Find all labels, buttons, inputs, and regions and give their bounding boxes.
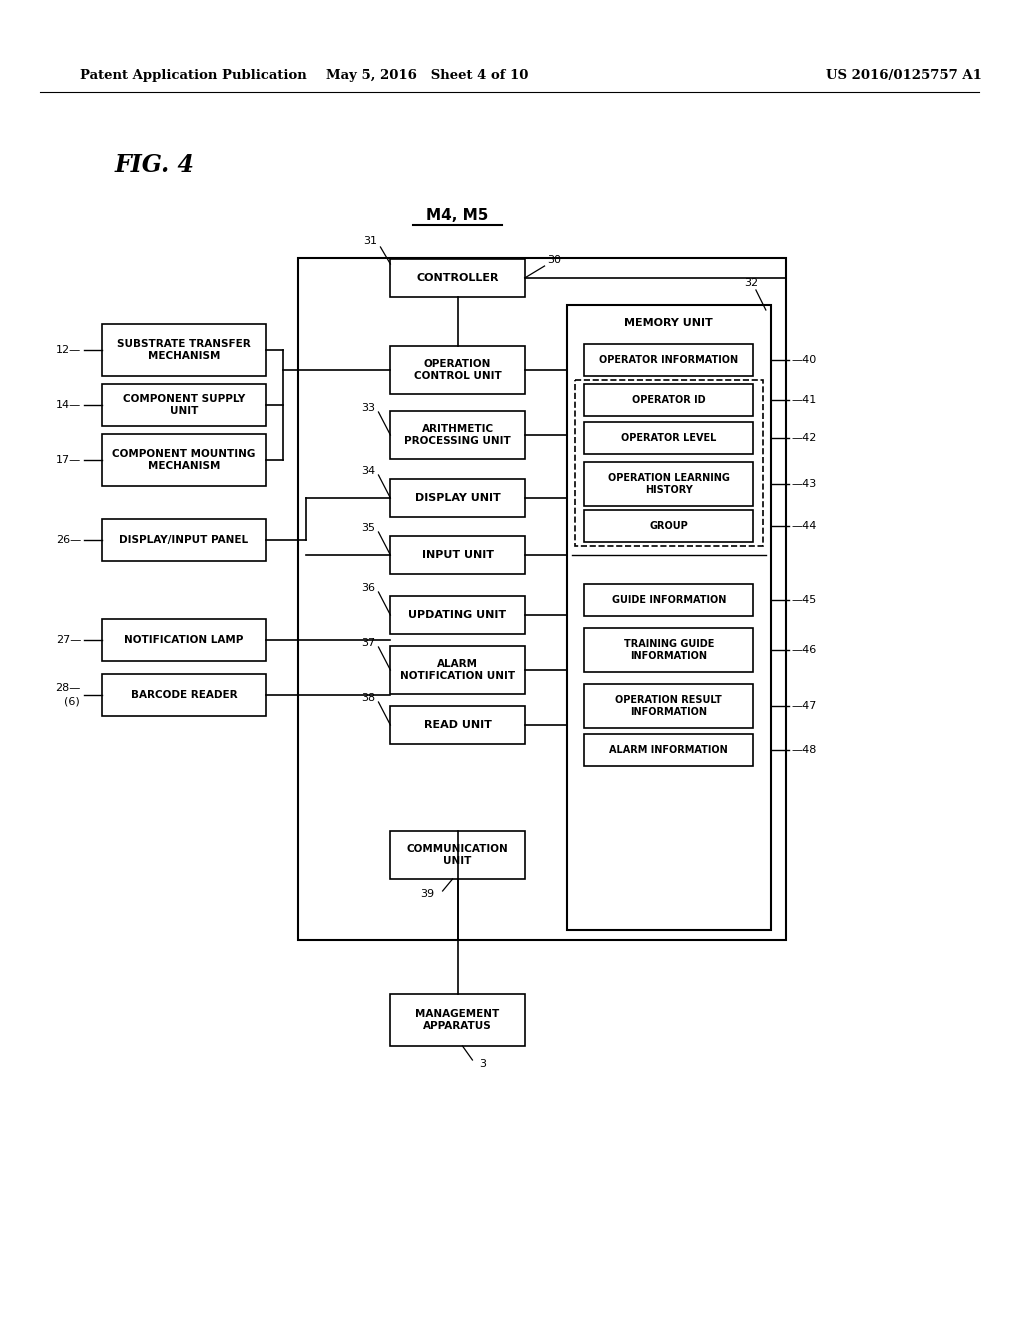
Text: —47: —47	[792, 701, 817, 711]
Bar	[585, 628, 754, 672]
Text: 33: 33	[361, 403, 376, 413]
Text: (6): (6)	[65, 697, 80, 708]
Text: DISPLAY UNIT: DISPLAY UNIT	[415, 492, 501, 503]
Text: MEMORY UNIT: MEMORY UNIT	[625, 318, 714, 327]
Text: —42: —42	[792, 433, 817, 444]
Bar	[390, 536, 524, 574]
Text: 12—: 12—	[56, 345, 81, 355]
Bar	[585, 345, 754, 376]
Bar	[585, 684, 754, 729]
Text: NOTIFICATION LAMP: NOTIFICATION LAMP	[124, 635, 244, 645]
Text: COMPONENT MOUNTING
MECHANISM: COMPONENT MOUNTING MECHANISM	[113, 449, 256, 471]
Text: 3: 3	[479, 1059, 485, 1069]
Text: May 5, 2016   Sheet 4 of 10: May 5, 2016 Sheet 4 of 10	[327, 69, 528, 82]
Text: OPERATOR LEVEL: OPERATOR LEVEL	[622, 433, 717, 444]
Text: 28—: 28—	[54, 682, 80, 693]
Text: M4, M5: M4, M5	[426, 207, 488, 223]
Bar	[102, 323, 266, 376]
Text: MANAGEMENT
APPARATUS: MANAGEMENT APPARATUS	[416, 1010, 500, 1031]
Bar	[390, 259, 524, 297]
Bar	[102, 675, 266, 715]
Text: OPERATOR ID: OPERATOR ID	[632, 395, 706, 405]
Text: ARITHMETIC
PROCESSING UNIT: ARITHMETIC PROCESSING UNIT	[404, 424, 511, 446]
Bar	[102, 619, 266, 661]
Text: 32: 32	[743, 279, 758, 288]
Bar	[390, 706, 524, 744]
Text: 14—: 14—	[56, 400, 81, 411]
Text: READ UNIT: READ UNIT	[424, 719, 492, 730]
Bar	[390, 346, 524, 393]
Text: 39: 39	[421, 888, 435, 899]
Text: Patent Application Publication: Patent Application Publication	[80, 69, 306, 82]
Bar	[298, 257, 785, 940]
Text: OPERATION
CONTROL UNIT: OPERATION CONTROL UNIT	[414, 359, 502, 380]
Text: GROUP: GROUP	[649, 521, 688, 531]
Bar	[390, 479, 524, 517]
Text: CONTROLLER: CONTROLLER	[417, 273, 499, 282]
Text: OPERATOR INFORMATION: OPERATOR INFORMATION	[599, 355, 738, 366]
Text: 35: 35	[361, 523, 376, 533]
Text: —41: —41	[792, 395, 817, 405]
Text: 31: 31	[364, 236, 378, 246]
Text: SUBSTRATE TRANSFER
MECHANISM: SUBSTRATE TRANSFER MECHANISM	[117, 339, 251, 360]
Text: ALARM
NOTIFICATION UNIT: ALARM NOTIFICATION UNIT	[400, 659, 515, 681]
Text: FIG. 4: FIG. 4	[114, 153, 195, 177]
Bar	[585, 734, 754, 766]
Text: COMPONENT SUPPLY
UNIT: COMPONENT SUPPLY UNIT	[123, 395, 245, 416]
Text: TRAINING GUIDE
INFORMATION: TRAINING GUIDE INFORMATION	[624, 639, 714, 661]
Text: INPUT UNIT: INPUT UNIT	[422, 550, 494, 560]
Text: 26—: 26—	[56, 535, 81, 545]
Text: 38: 38	[361, 693, 376, 704]
Text: 34: 34	[361, 466, 376, 477]
Text: GUIDE INFORMATION: GUIDE INFORMATION	[611, 595, 726, 605]
Bar	[390, 832, 524, 879]
Bar	[102, 384, 266, 426]
Bar	[102, 519, 266, 561]
Text: —45: —45	[792, 595, 817, 605]
Text: —46: —46	[792, 645, 817, 655]
Text: —43: —43	[792, 479, 817, 488]
Bar	[585, 583, 754, 616]
Text: OPERATION RESULT
INFORMATION: OPERATION RESULT INFORMATION	[615, 696, 722, 717]
Bar	[102, 434, 266, 486]
Text: 36: 36	[361, 583, 376, 593]
Text: COMMUNICATION
UNIT: COMMUNICATION UNIT	[407, 845, 508, 866]
Text: —44: —44	[792, 521, 817, 531]
Text: UPDATING UNIT: UPDATING UNIT	[409, 610, 507, 620]
Bar	[585, 384, 754, 416]
Bar	[390, 597, 524, 634]
Bar	[390, 411, 524, 459]
Bar	[390, 994, 524, 1045]
Text: US 2016/0125757 A1: US 2016/0125757 A1	[825, 69, 981, 82]
Text: DISPLAY/INPUT PANEL: DISPLAY/INPUT PANEL	[120, 535, 249, 545]
Text: ALARM INFORMATION: ALARM INFORMATION	[609, 744, 728, 755]
Text: OPERATION LEARNING
HISTORY: OPERATION LEARNING HISTORY	[608, 473, 730, 495]
Text: 30: 30	[548, 255, 561, 265]
Text: —40: —40	[792, 355, 817, 366]
Bar	[585, 422, 754, 454]
Bar	[567, 305, 771, 931]
Text: —48: —48	[792, 744, 817, 755]
Bar	[390, 645, 524, 694]
Bar	[585, 462, 754, 506]
Bar	[574, 380, 763, 546]
Text: 17—: 17—	[56, 455, 81, 465]
Bar	[585, 510, 754, 543]
Text: 37: 37	[361, 638, 376, 648]
Text: 27—: 27—	[55, 635, 81, 645]
Text: BARCODE READER: BARCODE READER	[131, 690, 238, 700]
